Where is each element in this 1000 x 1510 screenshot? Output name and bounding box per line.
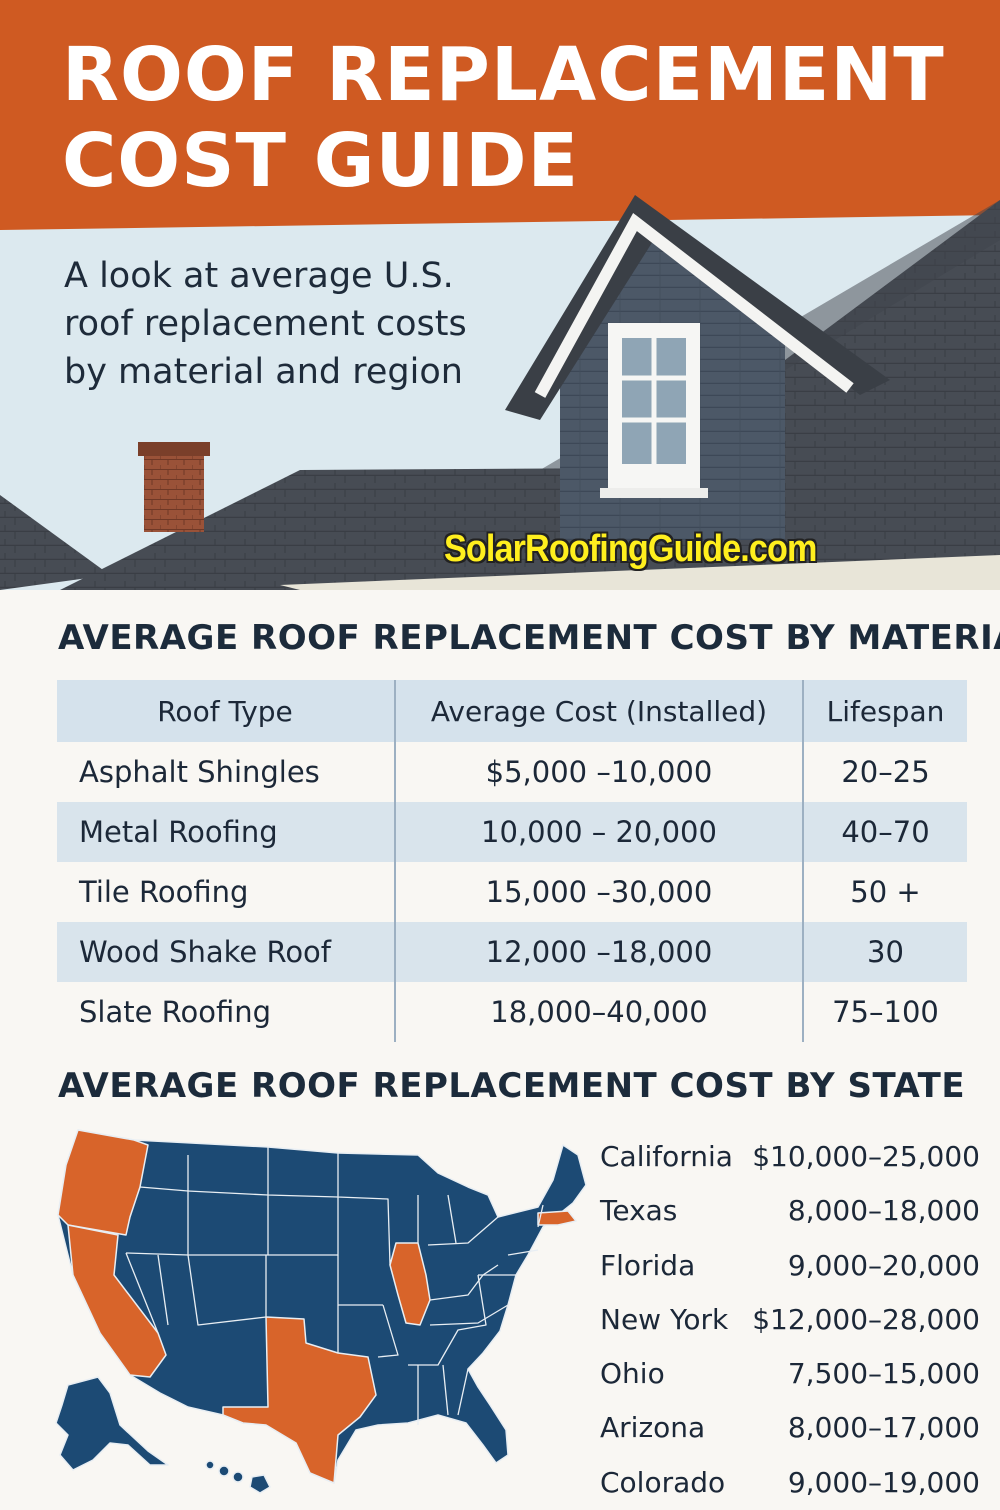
state-cost: $10,000–25,000	[752, 1140, 980, 1173]
map-washington-oregon	[57, 1129, 149, 1236]
roof-type-cell: Slate Roofing	[79, 995, 272, 1029]
list-item: Colorado 9,000–19,000	[600, 1456, 980, 1510]
roof-type-cell: Asphalt Shingles	[79, 755, 320, 789]
table-row: Tile Roofing 15,000 –30,000 50 +	[57, 862, 967, 922]
state-cost: 8,000–18,000	[787, 1194, 980, 1228]
list-item: Ohio 7,500–15,000	[600, 1347, 980, 1401]
title-line-2: COST GUIDE	[62, 118, 580, 204]
us-map-svg	[55, 1129, 587, 1494]
map-hawaii-3	[232, 1471, 244, 1483]
subtitle-line-2: roof replacement costs	[64, 304, 467, 344]
roof-type-cell: Metal Roofing	[57, 802, 395, 862]
subtitle-line-1: A look at average U.S.	[64, 256, 454, 296]
list-item: Texas 8,000–18,000	[600, 1184, 980, 1238]
map-illinois	[389, 1242, 431, 1326]
list-item: New York $12,000–28,000	[600, 1293, 980, 1347]
cost-cell: 12,000 –18,000	[394, 922, 804, 982]
map-hawaii-4	[249, 1474, 271, 1494]
table-header-row: Roof Type Average Cost (Installed) Lifes…	[57, 680, 967, 742]
state-cost: $12,000–28,000	[752, 1302, 980, 1336]
state-name: Florida	[600, 1248, 696, 1282]
state-cost: 8,000–17,000	[787, 1411, 980, 1445]
state-name: Ohio	[600, 1357, 665, 1391]
state-cost: 7,500–15,000	[787, 1357, 980, 1391]
lifespan-cell: 40–70	[803, 802, 967, 862]
state-cost: 9,000–19,000	[787, 1465, 980, 1499]
state-name: New York	[600, 1302, 729, 1336]
lifespan-cell: 50 +	[850, 875, 921, 909]
table-row: Wood Shake Roof 12,000 –18,000 30	[57, 922, 967, 982]
column-header-roof-type: Roof Type	[57, 680, 395, 742]
cost-cell: 15,000 –30,000	[394, 862, 804, 922]
page-title: ROOF REPLACEMENT COST GUIDE	[62, 32, 962, 204]
hero-banner: ROOF REPLACEMENT COST GUIDE A look at av…	[0, 0, 1000, 590]
list-item: California $10,000–25,000	[600, 1130, 980, 1184]
chimney	[144, 452, 204, 532]
cost-cell: 10,000 – 20,000	[394, 802, 804, 862]
state-section-heading: AVERAGE ROOF REPLACEMENT COST BY STATE	[58, 1066, 966, 1106]
material-section-heading: AVERAGE ROOF REPLACEMENT COST BY MATERIA…	[58, 618, 1000, 658]
state-name: Texas	[600, 1194, 678, 1228]
list-item: Florida 9,000–20,000	[600, 1239, 980, 1293]
us-map	[38, 1125, 598, 1495]
lifespan-cell: 75–100	[832, 995, 939, 1029]
map-hawaii-2	[218, 1465, 230, 1477]
table-row: Slate Roofing 18,000–40,000 75–100	[57, 982, 967, 1042]
map-texas	[222, 1316, 377, 1484]
column-header-lifespan: Lifespan	[803, 680, 967, 742]
column-header-average-cost: Average Cost (Installed)	[394, 680, 804, 742]
map-massachusetts	[537, 1210, 577, 1226]
list-item: Arizona 8,000–17,000	[600, 1401, 980, 1455]
lifespan-cell: 20–25	[841, 755, 930, 789]
site-watermark: SolarRoofingGuide.com	[444, 528, 817, 570]
table-row: Metal Roofing 10,000 – 20,000 40–70	[57, 802, 967, 862]
state-name: California	[600, 1140, 733, 1173]
state-name: Arizona	[600, 1411, 706, 1445]
page-subtitle: A look at average U.S. roof replacement …	[64, 252, 494, 396]
table-row: Asphalt Shingles $5,000 –10,000 20–25	[57, 742, 967, 802]
subtitle-line-3: by material and region	[64, 352, 463, 392]
roof-type-cell: Wood Shake Roof	[57, 922, 395, 982]
map-california	[67, 1224, 167, 1378]
state-cost-list: California $10,000–25,000 Texas 8,000–18…	[600, 1130, 980, 1510]
header-banner	[0, 0, 1000, 230]
title-line-1: ROOF REPLACEMENT	[62, 32, 945, 118]
house-roof-illustration	[0, 0, 1000, 590]
map-hawaii-1	[205, 1460, 215, 1470]
cost-cell: $5,000 –10,000	[394, 742, 804, 802]
roof-type-cell: Tile Roofing	[79, 875, 249, 909]
material-cost-table: Roof Type Average Cost (Installed) Lifes…	[57, 680, 967, 1042]
cost-cell: 18,000–40,000	[394, 982, 804, 1042]
lifespan-cell: 30	[803, 922, 967, 982]
map-alaska	[55, 1376, 169, 1471]
state-name: Colorado	[600, 1465, 726, 1499]
state-cost: 9,000–20,000	[787, 1248, 980, 1282]
